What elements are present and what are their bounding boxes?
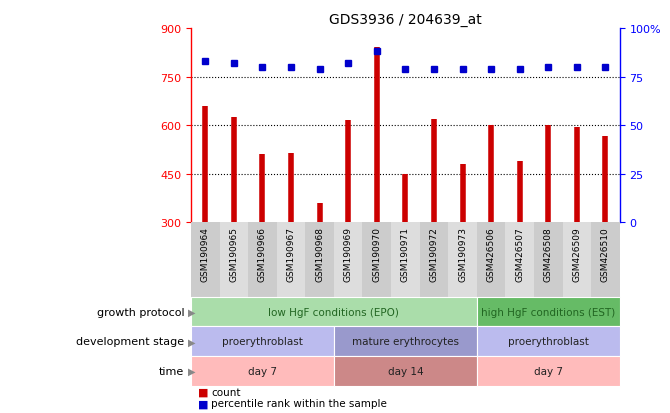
Text: ▶: ▶ xyxy=(188,337,195,347)
Title: GDS3936 / 204639_at: GDS3936 / 204639_at xyxy=(329,12,482,26)
Bar xyxy=(334,223,362,297)
Text: GSM190967: GSM190967 xyxy=(287,226,295,281)
Bar xyxy=(448,223,477,297)
Text: GSM426510: GSM426510 xyxy=(601,226,610,281)
Text: ▶: ▶ xyxy=(188,307,195,317)
Text: GSM190972: GSM190972 xyxy=(429,226,438,281)
Bar xyxy=(191,327,334,356)
Bar xyxy=(477,223,505,297)
Bar xyxy=(419,223,448,297)
Text: growth protocol: growth protocol xyxy=(96,307,184,317)
Text: development stage: development stage xyxy=(76,337,184,347)
Text: GSM426508: GSM426508 xyxy=(544,226,553,281)
Text: percentile rank within the sample: percentile rank within the sample xyxy=(211,398,387,408)
Text: count: count xyxy=(211,387,241,397)
Bar xyxy=(191,223,220,297)
Bar xyxy=(191,356,334,386)
Bar xyxy=(534,223,563,297)
Bar xyxy=(477,297,620,327)
Text: day 14: day 14 xyxy=(387,366,423,376)
Text: GSM190973: GSM190973 xyxy=(458,226,467,281)
Text: day 7: day 7 xyxy=(248,366,277,376)
Bar xyxy=(477,356,620,386)
Text: GSM190971: GSM190971 xyxy=(401,226,410,281)
Text: low HgF conditions (EPO): low HgF conditions (EPO) xyxy=(269,307,399,317)
Text: GSM190969: GSM190969 xyxy=(344,226,352,281)
Bar xyxy=(477,327,620,356)
Text: day 7: day 7 xyxy=(534,366,563,376)
Text: GSM190965: GSM190965 xyxy=(229,226,239,281)
Bar xyxy=(505,223,534,297)
Text: GSM426507: GSM426507 xyxy=(515,226,524,281)
Text: ■: ■ xyxy=(198,387,208,397)
Bar xyxy=(191,297,477,327)
Bar xyxy=(334,327,477,356)
Text: GSM190964: GSM190964 xyxy=(201,226,210,281)
Bar xyxy=(248,223,277,297)
Bar xyxy=(277,223,306,297)
Text: GSM190970: GSM190970 xyxy=(373,226,381,281)
Bar xyxy=(220,223,248,297)
Text: GSM190966: GSM190966 xyxy=(258,226,267,281)
Text: proerythroblast: proerythroblast xyxy=(222,337,303,347)
Bar xyxy=(334,356,477,386)
Text: GSM426509: GSM426509 xyxy=(572,226,582,281)
Bar xyxy=(391,223,419,297)
Text: mature erythrocytes: mature erythrocytes xyxy=(352,337,459,347)
Bar xyxy=(306,223,334,297)
Text: time: time xyxy=(159,366,184,376)
Text: proerythroblast: proerythroblast xyxy=(508,337,589,347)
Text: GSM426506: GSM426506 xyxy=(486,226,496,281)
Text: high HgF conditions (EST): high HgF conditions (EST) xyxy=(481,307,616,317)
Text: ■: ■ xyxy=(198,398,208,408)
Bar xyxy=(591,223,620,297)
Text: ▶: ▶ xyxy=(188,366,195,376)
Text: GSM190968: GSM190968 xyxy=(315,226,324,281)
Bar xyxy=(563,223,591,297)
Bar xyxy=(362,223,391,297)
